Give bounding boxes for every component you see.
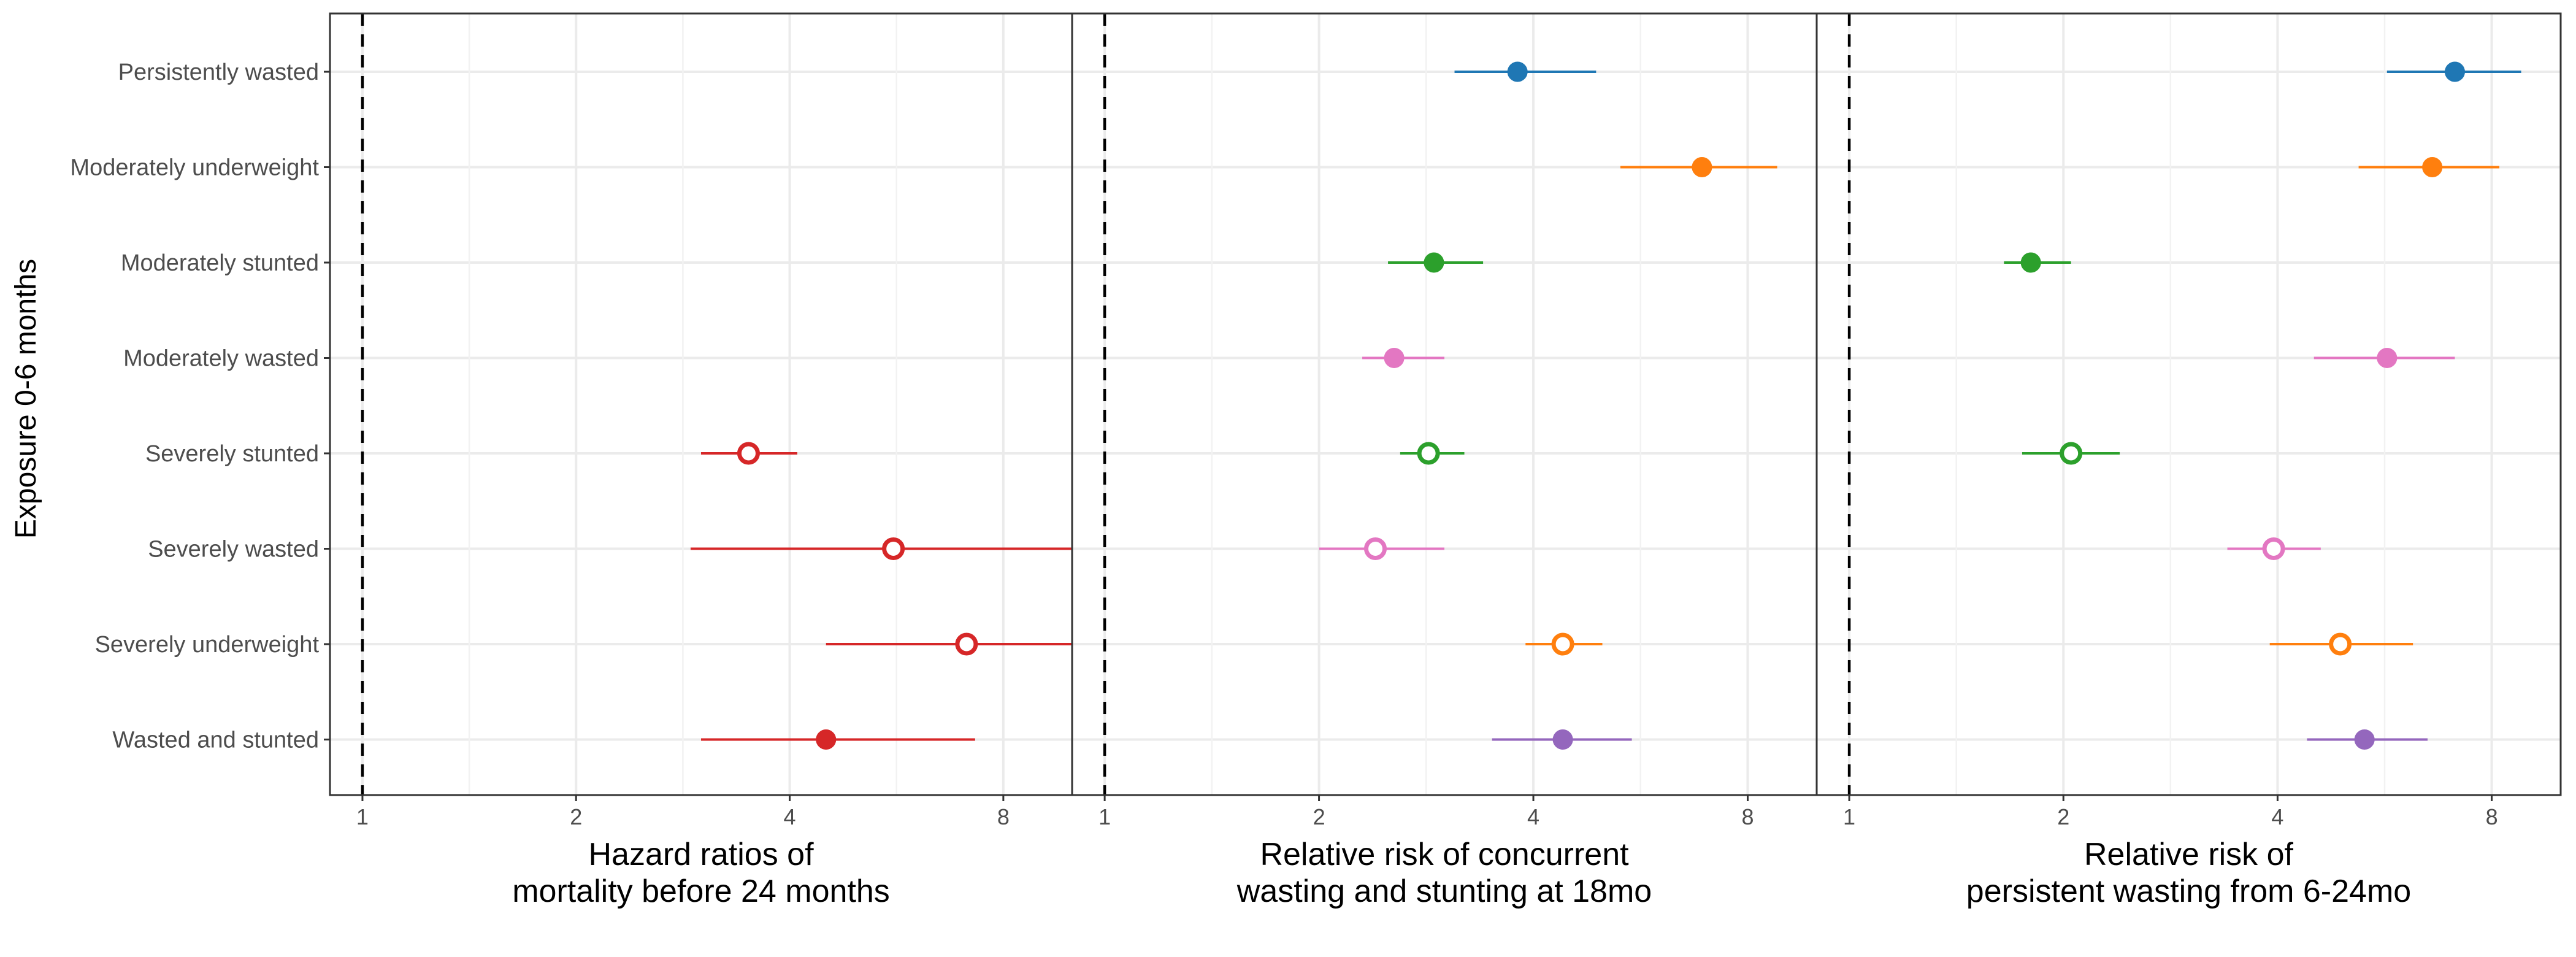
x-tick-label: 2 [570, 804, 582, 829]
x-tick-label: 8 [997, 804, 1010, 829]
x-axis-title: persistent wasting from 6-24mo [1966, 874, 2411, 909]
category-label-severely-wasted: Severely wasted [148, 537, 319, 563]
x-tick-label: 4 [784, 804, 796, 829]
estimate-point-moderately-stunted [1424, 252, 1444, 273]
estimate-point-severely-wasted [1363, 537, 1387, 560]
x-axis-title: Hazard ratios of [588, 837, 814, 872]
x-tick-label: 1 [356, 804, 369, 829]
x-axis-title: Relative risk of concurrent [1260, 837, 1629, 872]
x-axis-title: wasting and stunting at 18mo [1236, 874, 1652, 909]
estimate-point-moderately-wasted [2377, 348, 2398, 368]
estimate-point-severely-underweight [1551, 632, 1574, 656]
x-axis-title: mortality before 24 months [512, 874, 890, 909]
estimate-point-persistently-wasted [1507, 61, 1528, 82]
category-label-severely-stunted: Severely stunted [145, 441, 319, 467]
category-label-severely-underweight: Severely underweight [95, 632, 320, 658]
y-axis-title: Exposure 0-6 months [10, 259, 42, 539]
axes-layer: Persistently wasted Moderately underweigh… [70, 60, 2497, 909]
estimate-point-moderately-underweight [1692, 157, 1712, 177]
category-label-moderately-underweight: Moderately underweight [70, 155, 319, 181]
estimate-point-moderately-wasted [1384, 348, 1405, 368]
panel-border [1815, 12, 2562, 796]
x-axis-title: Relative risk of [2084, 837, 2294, 872]
estimate-point-severely-underweight [2329, 632, 2352, 656]
category-label-moderately-stunted: Moderately stunted [121, 250, 319, 276]
estimate-point-severely-wasted [882, 537, 905, 560]
x-tick-label: 2 [1313, 804, 1325, 829]
panel-borders [329, 12, 2562, 796]
x-tick-label: 1 [1098, 804, 1111, 829]
estimate-point-moderately-underweight [2422, 157, 2443, 177]
panel-border [329, 12, 1073, 796]
estimate-point-wasted-and-stunted [816, 729, 837, 750]
reference-lines [361, 13, 1851, 795]
estimate-point-wasted-and-stunted [1552, 729, 1573, 750]
x-tick-label: 8 [1741, 804, 1754, 829]
x-tick-label: 4 [2271, 804, 2283, 829]
category-label-wasted-and-stunted: Wasted and stunted [112, 728, 319, 753]
estimate-point-severely-wasted [2262, 537, 2285, 560]
grid-layer [330, 13, 2561, 795]
category-label-moderately-wasted: Moderately wasted [123, 346, 319, 372]
x-tick-label: 4 [1527, 804, 1539, 829]
point-estimates [737, 61, 2465, 750]
estimate-point-moderately-stunted [2020, 252, 2041, 273]
estimate-point-persistently-wasted [2444, 61, 2465, 82]
x-tick-label: 2 [2057, 804, 2069, 829]
panel-border [1071, 12, 1818, 796]
x-tick-label: 1 [1843, 804, 1855, 829]
estimate-point-severely-stunted [2060, 442, 2083, 465]
x-tick-label: 8 [2486, 804, 2498, 829]
category-label-persistently-wasted: Persistently wasted [118, 60, 319, 85]
estimate-point-severely-underweight [955, 632, 978, 656]
estimate-point-wasted-and-stunted [2354, 729, 2375, 750]
estimate-point-severely-stunted [1417, 442, 1440, 465]
estimate-point-severely-stunted [737, 442, 760, 465]
